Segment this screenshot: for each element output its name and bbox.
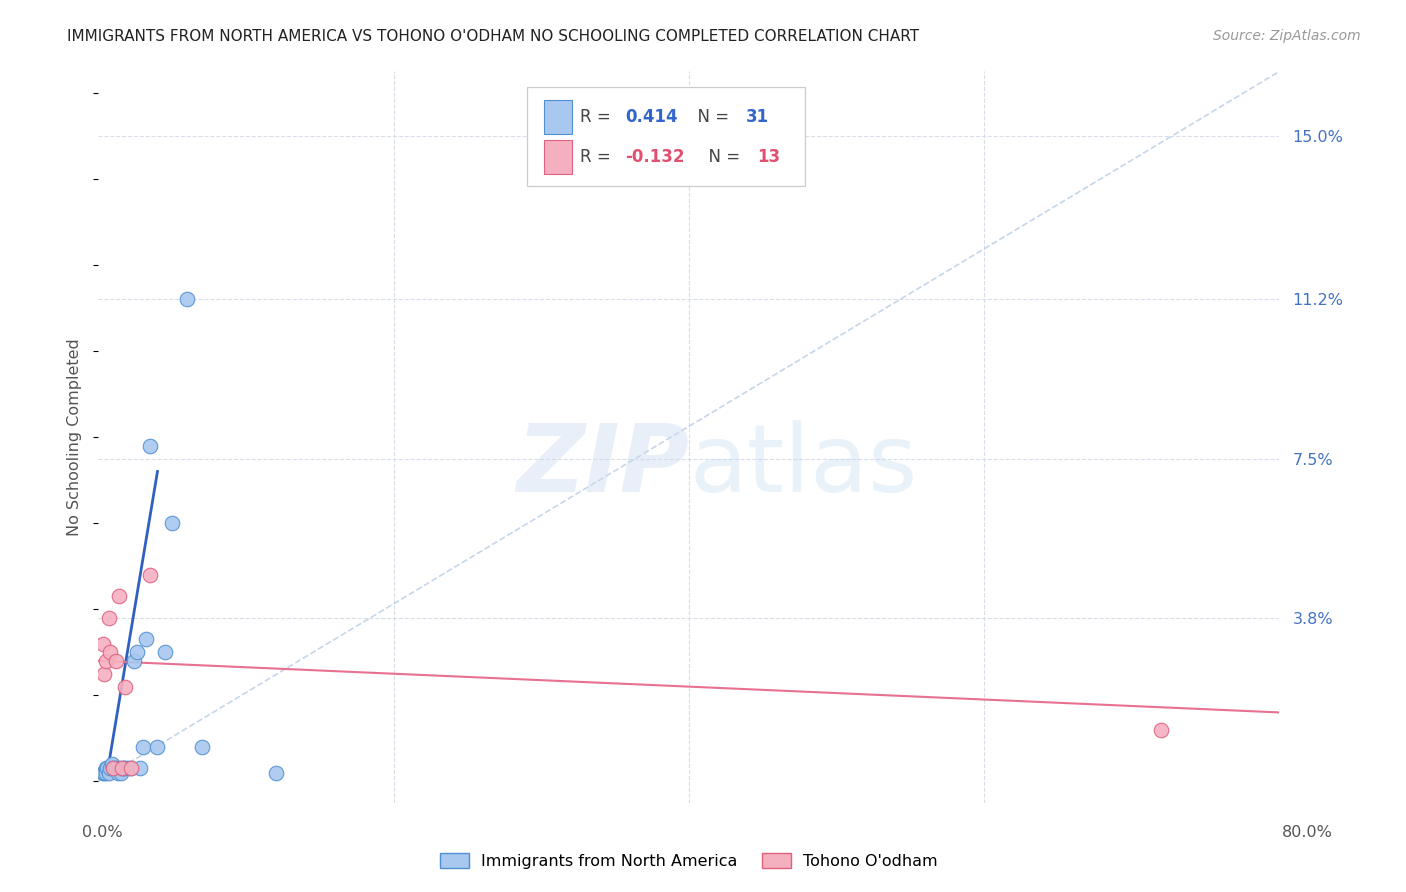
Point [146,739,169,754]
Point [93,765,115,780]
Point [139,439,162,453]
Point [105,761,128,775]
Point [91,765,114,780]
Point [110,765,132,780]
FancyBboxPatch shape [527,87,804,186]
Point [94,761,117,775]
Point [103,761,125,775]
Point [125,645,148,659]
Point [93,666,115,681]
Point [103,761,125,775]
Point [114,680,136,694]
Point [108,761,131,775]
Point [191,739,214,754]
Point [107,765,129,780]
Text: 0.414: 0.414 [626,108,678,126]
Point [97,611,120,625]
Point [97,765,120,780]
Point [153,645,176,659]
Point [105,654,128,668]
Point [94,654,117,668]
FancyBboxPatch shape [544,100,572,134]
Point [132,739,155,754]
Point [122,654,145,668]
Text: -0.132: -0.132 [626,148,685,166]
Point [128,761,150,775]
Text: 31: 31 [745,108,769,126]
Point [135,632,157,647]
Legend: Immigrants from North America, Tohono O'odham: Immigrants from North America, Tohono O'… [433,847,945,875]
Point [98,761,121,775]
Y-axis label: No Schooling Completed: No Schooling Completed [67,338,83,536]
Point [176,293,198,307]
Point [98,645,121,659]
Point [162,516,183,530]
Text: R =: R = [581,108,616,126]
Point [104,761,127,775]
Text: Source: ZipAtlas.com: Source: ZipAtlas.com [1213,29,1361,43]
Point [112,761,135,775]
Text: N =: N = [686,108,734,126]
Point [108,589,131,603]
Point [91,637,114,651]
Text: 0.0%: 0.0% [83,825,122,839]
Text: R =: R = [581,148,616,166]
Point [120,761,142,775]
Text: 13: 13 [758,148,780,166]
Point [111,761,134,775]
Text: ZIP: ZIP [516,420,689,512]
Point [139,567,162,582]
Point [111,761,134,775]
Point [96,761,118,775]
Text: N =: N = [699,148,745,166]
Point [100,757,122,772]
Text: atlas: atlas [689,420,917,512]
Point [94,765,117,780]
Point [264,765,287,780]
Point [120,761,142,775]
Point [114,761,136,775]
Text: 80.0%: 80.0% [1282,825,1333,839]
FancyBboxPatch shape [544,140,572,174]
Point [1150,723,1173,737]
Text: IMMIGRANTS FROM NORTH AMERICA VS TOHONO O'ODHAM NO SCHOOLING COMPLETED CORRELATI: IMMIGRANTS FROM NORTH AMERICA VS TOHONO … [67,29,920,44]
Point [117,761,139,775]
